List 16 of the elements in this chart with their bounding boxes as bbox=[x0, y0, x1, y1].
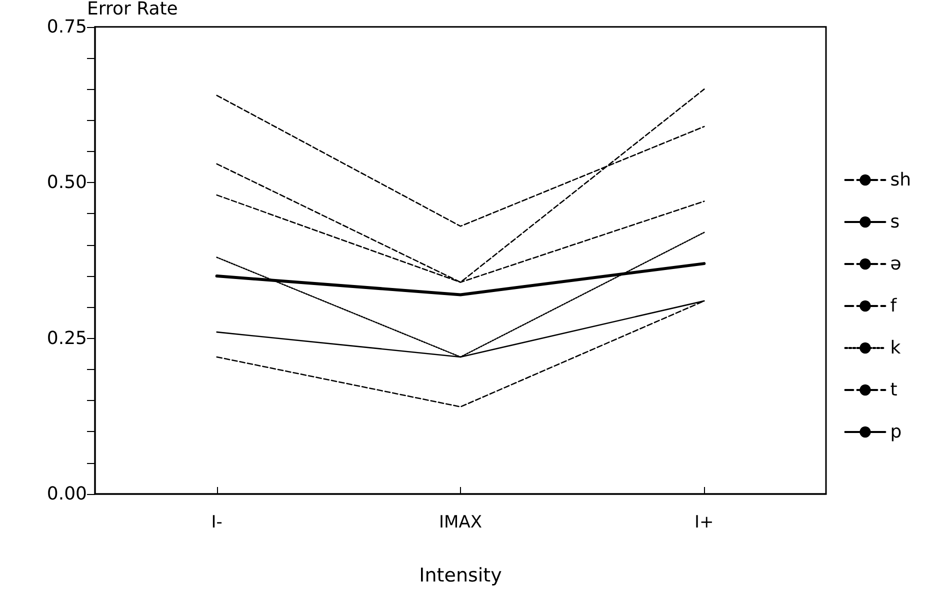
legend-label: t bbox=[890, 380, 898, 400]
legend-label: k bbox=[890, 338, 902, 358]
x-tick-label: I+ bbox=[694, 512, 714, 532]
x-tick-label: IMAX bbox=[439, 512, 482, 532]
y-tick-label: 0.00 bbox=[46, 484, 87, 504]
legend-label: p bbox=[890, 422, 902, 442]
legend-label: sh bbox=[890, 170, 912, 190]
y-tick-label: 0.50 bbox=[46, 172, 87, 194]
y-tick-label: 0.25 bbox=[46, 328, 87, 349]
legend-label: ə bbox=[890, 254, 902, 274]
x-axis-title: Intensity bbox=[419, 564, 502, 586]
y-tick-label: 0.75 bbox=[46, 16, 87, 38]
y-axis-title: Error Rate bbox=[87, 0, 178, 20]
legend-label: f bbox=[890, 296, 898, 316]
legend-label: s bbox=[890, 212, 900, 232]
x-tick-label: I- bbox=[211, 512, 222, 532]
